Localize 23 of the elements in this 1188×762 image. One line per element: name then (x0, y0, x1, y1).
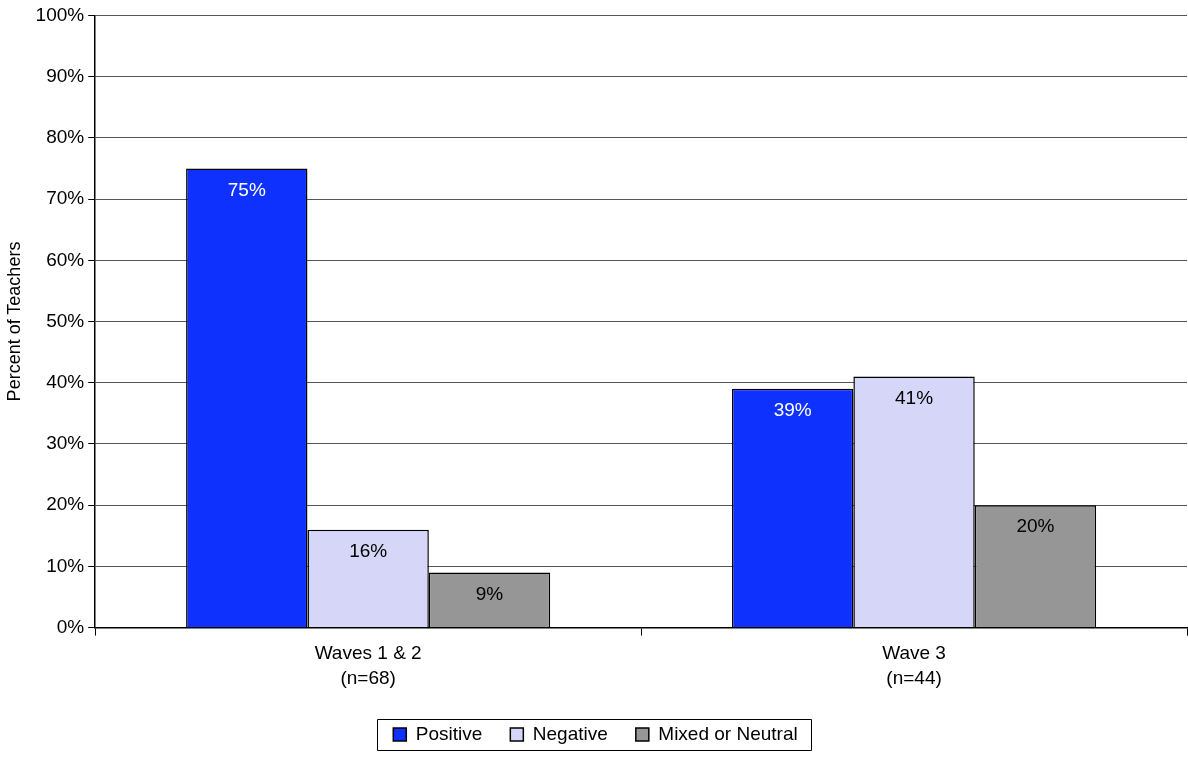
y-tick-label: 40% (46, 370, 85, 392)
legend-label: Positive (415, 722, 483, 744)
y-axis-title: Percent of Teachers (3, 241, 24, 402)
y-tick-label: 50% (46, 309, 85, 331)
x-tick-label: Wave 3 (n=44) (882, 642, 946, 688)
y-tick-label: 60% (46, 248, 85, 270)
y-tick-label: 0% (56, 615, 85, 637)
y-tick-label: 90% (46, 64, 85, 86)
y-tick-label: 70% (46, 187, 85, 209)
legend-label: Negative (532, 722, 608, 744)
y-tick-label: 80% (46, 126, 85, 148)
legend-label: Mixed or Neutral (658, 722, 798, 744)
data-label: 20% (1016, 515, 1055, 537)
data-label: 16% (349, 539, 388, 561)
data-label: 41% (895, 386, 934, 408)
data-label: 9% (475, 582, 504, 604)
y-tick-label: 20% (46, 493, 85, 515)
y-tick-label: 30% (46, 432, 85, 454)
data-label: 39% (773, 399, 812, 421)
data-label: 75% (227, 178, 266, 200)
y-tick-label: 10% (46, 554, 85, 576)
x-tick-label: Waves 1 & 2 (n=68) (314, 642, 422, 688)
y-tick-label: 100% (35, 3, 85, 25)
